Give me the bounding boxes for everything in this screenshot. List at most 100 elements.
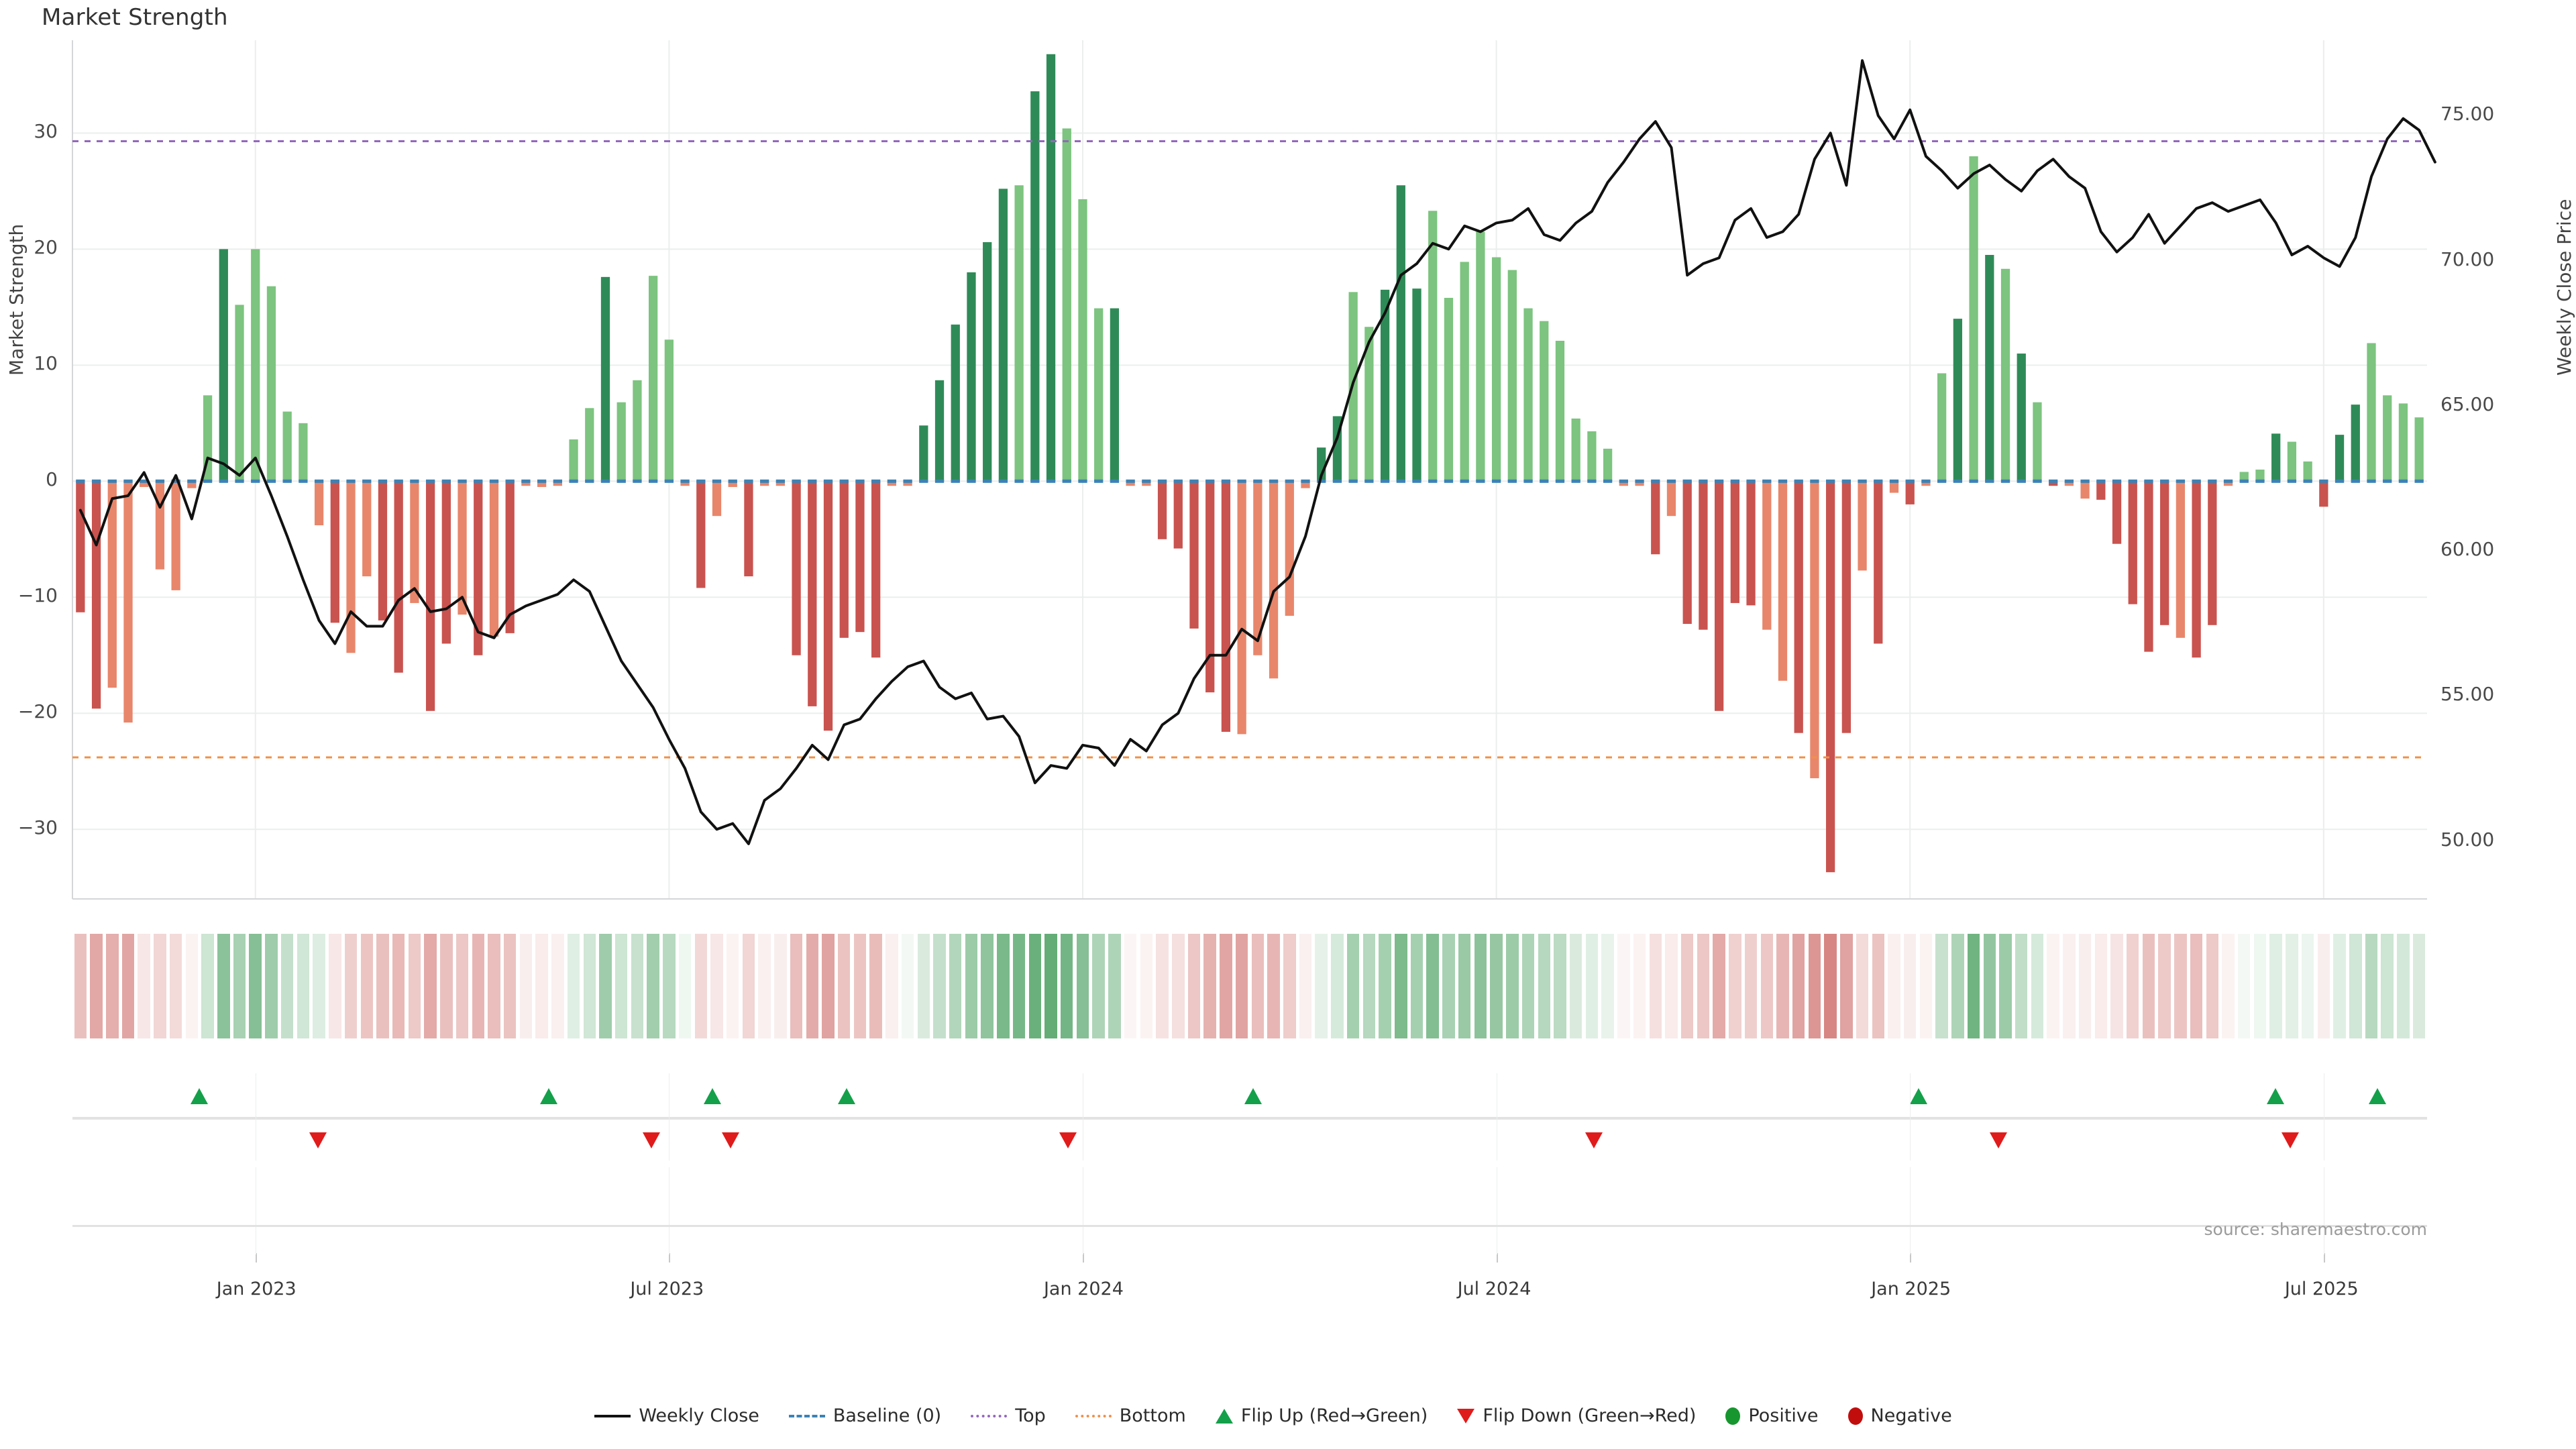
strength-bar [1396,185,1405,482]
strength-bar [91,481,101,709]
baseline-segment [696,479,706,483]
heatmap-cell [1061,934,1073,1038]
heatmap-cell [2031,934,2044,1038]
flip-up-marker-icon [540,1088,557,1104]
heatmap-cell [1951,934,1964,1038]
baseline-segment [537,479,547,483]
heatmap-cell [631,934,644,1038]
legend-item[interactable]: Flip Up (Red→Green) [1215,1405,1428,1426]
strength-bar [712,481,722,517]
baseline-segment [1428,479,1438,483]
heatmap-cell [1379,934,1391,1038]
solid-line-icon [594,1414,631,1417]
baseline-segment [1396,479,1405,483]
legend-item[interactable]: Flip Down (Green→Red) [1457,1405,1696,1426]
baseline-segment [1332,479,1342,483]
strength-bar [2351,405,2360,482]
legend-item-label: Flip Down (Green→Red) [1483,1405,1697,1426]
baseline-segment [2096,479,2106,483]
heatmap-cell [1649,934,1662,1038]
legend-item[interactable]: Bottom [1075,1405,1186,1426]
flip-down-marker-icon [309,1132,327,1148]
strength-bar [410,481,419,603]
heatmap-cell [1713,934,1725,1038]
heatmap-cell [742,934,755,1038]
legend-item[interactable]: Negative [1847,1405,1952,1426]
baseline-segment [2319,479,2328,483]
strength-bar [1126,481,1135,486]
strength-bar [2271,433,2281,482]
strength-bar [76,481,85,612]
strength-bar [919,425,928,482]
weekly-strength-heatmap-strip [72,934,2427,1038]
baseline-segment [1460,479,1469,483]
baseline-segment [1094,479,1104,483]
heatmap-cell [599,934,612,1038]
legend-item[interactable]: Top [971,1405,1046,1426]
heatmap-cell [1983,934,1996,1038]
source-attribution: source: sharemaestro.com [2204,1220,2428,1239]
strength-bar [2208,481,2217,625]
x-axis-tick-label: Jul 2024 [1457,1279,1532,1299]
baseline-segment [1110,479,1120,483]
heatmap-cell [488,934,500,1038]
baseline-segment [1540,479,1549,483]
strength-bar [1507,270,1517,482]
baseline-segment [1874,479,1883,483]
x-axis-tick-mark [1496,1253,1498,1263]
baseline-segment [1841,479,1851,483]
heatmap-cell [1474,934,1487,1038]
baseline-segment [1269,479,1279,483]
y-axis-left-tick-label: 30 [34,120,58,143]
heatmap-cell [154,934,166,1038]
heatmap-cell [1267,934,1280,1038]
strength-bar [2255,470,2265,482]
x-axis-tick-mark [1082,1253,1084,1263]
heatmap-cell [1426,934,1439,1038]
baseline-segment [569,479,578,483]
heatmap-cell [1490,934,1503,1038]
baseline-segment [2000,479,2010,483]
baseline-segment [664,479,674,483]
green-dot-icon [1725,1407,1741,1425]
strength-bar [1364,327,1374,482]
strength-bar [346,481,356,653]
legend-item[interactable]: Positive [1725,1405,1819,1426]
strength-bar [649,276,658,482]
baseline-segment [1173,479,1183,483]
heatmap-cell [2015,934,2028,1038]
strength-bar [728,481,737,487]
heatmap-cell [1442,934,1455,1038]
lower-axis-band [72,1167,2427,1254]
heatmap-cell [678,934,692,1038]
heatmap-cell [2286,934,2298,1038]
strength-bar [1205,481,1215,693]
heatmap-cell [2206,934,2219,1038]
strength-bar [1412,288,1421,482]
strength-bar [1635,481,1644,486]
strength-bar [696,481,706,588]
baseline-segment [2033,479,2042,483]
baseline-segment [616,479,626,483]
y-axis-left-tick-label: −30 [17,816,58,839]
strength-bar [299,423,308,482]
heatmap-cell [1569,934,1582,1038]
heatmap-cell [2412,934,2426,1038]
strength-bar [823,481,833,731]
legend-item[interactable]: Weekly Close [594,1405,759,1426]
strength-bar [1889,481,1899,493]
legend-item[interactable]: Baseline (0) [788,1405,941,1426]
strength-bar [1285,481,1294,616]
y-axis-right-tick-label: 55.00 [2440,683,2495,706]
strength-bar [140,481,149,487]
heatmap-cell [1824,934,1837,1038]
baseline-segment [2271,479,2281,483]
y-axis-right-tick-label: 70.00 [2440,248,2495,270]
legend-item-label: Bottom [1119,1405,1186,1426]
baseline-segment [1905,479,1915,483]
baseline-segment [1062,479,1071,483]
strength-bar [2414,417,2424,482]
x-axis-tick-mark [255,1253,257,1263]
gridline-vertical [1910,1073,1911,1161]
x-axis-tick-label: Jan 2025 [1871,1279,1951,1299]
